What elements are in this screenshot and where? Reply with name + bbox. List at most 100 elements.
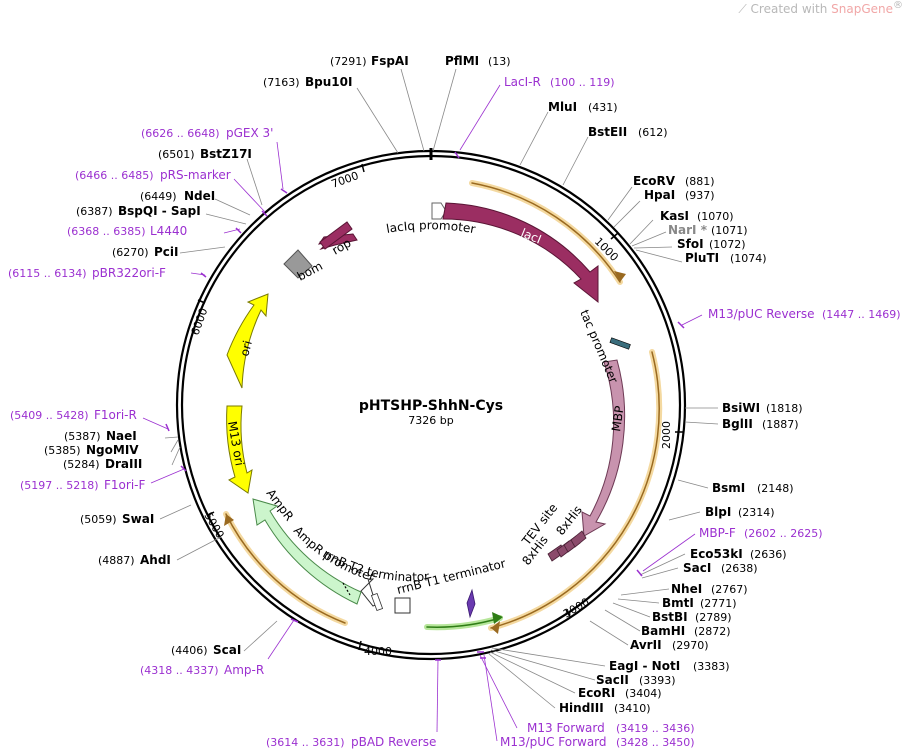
enzyme-draiii-name: DraIII [105, 457, 142, 471]
enzyme-sacii-pos: (3393) [639, 674, 676, 687]
enzyme-eco53ki-pos: (2636) [750, 548, 787, 561]
enzyme-ecorv-pos: (881) [685, 175, 715, 188]
enzyme-nari-pos: (1071) [711, 224, 748, 237]
enzyme-scai-pos: (4406) [171, 644, 208, 657]
enzyme-mlui-name: MluI [548, 100, 577, 114]
primer-pbr322ori-f-range: (6115 .. 6134) [8, 267, 87, 280]
enzyme-pluti-pos: (1074) [730, 252, 767, 265]
enzyme-bpu10i-pos: (7163) [263, 76, 300, 89]
label-mbp: MBP [609, 405, 626, 433]
enzyme-nhei-name: NheI [671, 582, 702, 596]
plasmid-name: pHTSHP-ShhN-Cys [359, 398, 503, 414]
primer-pgex3-range: (6626 .. 6648) [141, 127, 220, 140]
enzyme-bglii-name: BglII [722, 417, 753, 431]
label-laciq-promoter: lacIq promoter [385, 218, 476, 236]
enzyme-hpai-name: HpaI [644, 188, 675, 202]
orf4-arrowhead [492, 612, 503, 624]
enzyme-mlui-pos: (431) [588, 101, 618, 114]
enzyme-pflmi-name: PflMI [445, 54, 479, 68]
watermark-reg: ® [893, 0, 903, 11]
tick-4000: 4000 [364, 645, 392, 658]
enzyme-bpu10i-name: Bpu10I [305, 75, 352, 89]
primer-amp-r-range: (4318 .. 4337) [140, 664, 219, 677]
primer-pbr322ori-f-name: pBR322ori-F [92, 266, 166, 280]
primer-labels: LacI-R (100 .. 119) (6626 .. 6648) pGEX … [8, 75, 901, 749]
enzyme-hpai-pos: (937) [685, 189, 715, 202]
rrnb-t1-terminator-marker [466, 588, 476, 619]
enzyme-bsmi-pos: (2148) [757, 482, 794, 495]
mbp-gene-arrow [581, 359, 626, 537]
enzyme-bsteii-pos: (612) [638, 126, 668, 139]
enzyme-nhei-pos: (2767) [711, 583, 748, 596]
enzyme-kasi-name: KasI [660, 209, 689, 223]
orf3-arrowhead [224, 514, 234, 526]
enzyme-kasi-pos: (1070) [697, 210, 734, 223]
enzyme-ndei-name: NdeI [184, 189, 215, 203]
enzyme-leader-lines [159, 68, 719, 709]
enzyme-ngomiv-name: NgoMIV [86, 443, 139, 457]
enzyme-nari-name: NarI * [668, 223, 708, 237]
snapgene-watermark: ⟋ Created with SnapGene® [738, 0, 903, 17]
rop-gene-body [319, 221, 353, 250]
enzyme-bstz17i-name: BstZ17I [200, 147, 252, 161]
tick-6000: 6000 [189, 306, 211, 337]
enzyme-bstbi-pos: (2789) [695, 611, 732, 624]
primer-pbad-reverse-name: pBAD Reverse [351, 735, 436, 749]
enzyme-eco53ki-name: Eco53kI [690, 547, 743, 561]
primer-f1ori-f-name: F1ori-F [104, 478, 145, 492]
primer-l4440-name: L4440 [150, 224, 187, 238]
tick-2000: 2000 [660, 421, 673, 449]
enzyme-ngomiv-pos: (5385) [44, 444, 81, 457]
enzyme-ecori-name: EcoRI [578, 686, 615, 700]
enzyme-bamhi-name: BamHI [641, 624, 685, 638]
enzyme-ecori-pos: (3404) [625, 687, 662, 700]
enzyme-pcii-name: PciI [154, 245, 179, 259]
enzyme-ahdi-name: AhdI [140, 553, 171, 567]
primer-amp-r-name: Amp-R [224, 663, 264, 677]
enzyme-bsmi-name: BsmI [712, 481, 745, 495]
label-tac-promoter: tac promoter [577, 308, 620, 385]
enzyme-sfoi-name: SfoI [677, 237, 704, 251]
position-ticks [197, 163, 684, 651]
primer-m13puc-forward-range: (3428 .. 3450) [616, 736, 695, 749]
primer-prs-marker-range: (6466 .. 6485) [75, 169, 154, 182]
enzyme-blpi-name: BlpI [705, 505, 731, 519]
enzyme-bamhi-pos: (2872) [694, 625, 731, 638]
tick-3000: 3000 [561, 595, 592, 620]
primer-f1ori-f-range: (5197 .. 5218) [20, 479, 99, 492]
enzyme-fspai-pos: (7291) [330, 55, 367, 68]
enzyme-eagi-noti-name: EagI - NotI [609, 659, 680, 673]
primer-m13puc-reverse-name: M13/pUC Reverse [708, 307, 815, 321]
enzyme-pflmi-pos: (13) [488, 55, 511, 68]
enzyme-pcii-pos: (6270) [112, 246, 149, 259]
primer-laci-r-range: (100 .. 119) [550, 76, 615, 89]
enzyme-bspqi-sapi-pos: (6387) [76, 205, 113, 218]
enzyme-eagi-noti-pos: (3383) [693, 660, 730, 673]
enzyme-hindiii-pos: (3410) [614, 702, 651, 715]
label-ori: ori [237, 339, 255, 358]
enzyme-bsiwi-pos: (1818) [766, 402, 803, 415]
rrnb-t2-terminator-marker [394, 597, 411, 614]
enzyme-bsteii-name: BstEII [588, 125, 627, 139]
primer-leader-lines [142, 84, 703, 742]
primer-mbp-f-name: MBP-F [699, 526, 736, 540]
enzyme-sacii-name: SacII [596, 673, 629, 687]
tick-5000: 5000 [201, 510, 226, 541]
primer-m13puc-reverse-range: (1447 .. 1469) [822, 308, 901, 321]
primer-site-marks [165, 151, 685, 661]
primer-pbad-reverse-range: (3614 .. 3631) [266, 736, 345, 749]
primer-pgex3-name: pGEX 3' [226, 126, 273, 140]
enzyme-swai-name: SwaI [122, 512, 154, 526]
primer-m13puc-forward-name: M13/pUC Forward [500, 735, 607, 749]
enzyme-ndei-pos: (6449) [140, 190, 177, 203]
primer-m13-forward-range: (3419 .. 3436) [616, 722, 695, 735]
enzyme-swai-pos: (5059) [80, 513, 117, 526]
primer-prs-marker-name: pRS-marker [160, 168, 231, 182]
enzyme-bspqi-sapi-name: BspQI - SapI [118, 204, 201, 218]
enzyme-draiii-pos: (5284) [63, 458, 100, 471]
orf1-arrowhead [614, 271, 626, 282]
enzyme-bstbi-name: BstBI [652, 610, 688, 624]
enzyme-bmti-name: BmtI [662, 596, 694, 610]
plasmid-length: 7326 bp [408, 414, 453, 427]
